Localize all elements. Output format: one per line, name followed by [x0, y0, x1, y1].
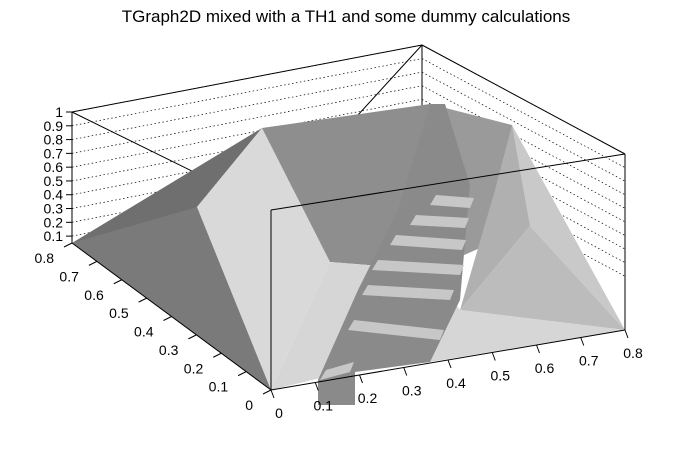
stair-tread	[362, 285, 454, 300]
z-gridline-right	[421, 99, 626, 209]
x-tick-mark	[624, 329, 629, 339]
y-tick-label: 0.8	[35, 250, 55, 266]
z-gridline-right	[421, 166, 626, 277]
x-tick-mark	[447, 359, 452, 369]
z-gridline-right	[421, 71, 626, 182]
stair-tread	[348, 320, 444, 340]
y-tick-mark	[213, 352, 222, 358]
y-tick-label: 0.1	[209, 379, 229, 395]
x-tick-mark	[491, 352, 496, 361]
x-tick-label: 0	[275, 405, 283, 421]
x-tick-label: 0.8	[623, 345, 643, 361]
x-tick-label: 0.2	[358, 390, 378, 406]
surface-face-pyramid-front	[460, 226, 625, 330]
x-tick-mark	[314, 382, 319, 391]
x-tick-label: 0.6	[535, 360, 555, 376]
z-gridline-left	[71, 85, 423, 154]
z-gridline-right	[421, 126, 626, 236]
z-gridline-right	[421, 139, 626, 250]
x-tick-label: 0.7	[579, 353, 599, 369]
x-tick-label: 0.1	[314, 398, 334, 414]
y-tick-label: 0.7	[59, 268, 79, 284]
surface-face-back-plateau	[262, 104, 430, 270]
surface-face-left-mid	[72, 207, 271, 390]
staircase-steps	[320, 195, 474, 380]
y-tick-label: 0.4	[134, 324, 154, 340]
surface-face-center-light	[197, 128, 330, 390]
x-tick-label: 0.5	[491, 368, 511, 384]
z-gridline-right	[421, 44, 626, 155]
z-gridline-right	[421, 85, 626, 196]
y-tick-label: 0.6	[84, 287, 104, 303]
y-axis-ticks: 0 0.1 0.2 0.3 0.4 0.5 0.6 0.70.8	[35, 242, 272, 413]
surface-face-pyramid-left	[460, 125, 530, 310]
x-tick-label: 0.3	[402, 383, 422, 399]
z-tick-label: 0.4	[44, 187, 64, 203]
y-tick-label: 0.3	[159, 342, 179, 358]
z-tick-label: 0.8	[44, 132, 64, 148]
x-tick-label: 0.4	[446, 375, 466, 391]
stair-tread	[430, 195, 474, 208]
z-gridline-right	[421, 112, 626, 223]
z-tick-label: 0.6	[44, 159, 64, 175]
z-tick-label: 0.3	[44, 201, 64, 217]
z-gridline-left	[71, 71, 423, 140]
stair-tread	[320, 362, 354, 380]
y-tick-mark	[262, 389, 272, 395]
y-tick-label: 0.5	[109, 305, 129, 321]
stair-tread	[410, 215, 469, 228]
x-tick-mark	[536, 344, 540, 354]
z-gridline-left	[71, 58, 423, 127]
stair-tread	[372, 260, 464, 275]
y-tick-label: 0	[245, 397, 253, 413]
z-tick-label: 0.1	[44, 228, 64, 244]
x-tick-mark	[359, 374, 363, 384]
y-tick-mark	[163, 316, 172, 321]
y-tick-mark	[188, 334, 197, 340]
surface-face-pyramid-right	[512, 125, 625, 330]
z-gridline-right	[421, 153, 626, 263]
z-gridline-right	[421, 58, 626, 168]
z-tick-label: 0.7	[44, 145, 64, 161]
y-tick-mark	[138, 297, 147, 303]
z-tick-label: 0.9	[44, 118, 64, 134]
x-tick-mark	[580, 337, 585, 346]
surface	[72, 104, 625, 405]
z-tick-label: 1	[55, 104, 63, 120]
z-tick-label: 0.5	[44, 173, 64, 189]
chart-title: TGraph2D mixed with a TH1 and some dummy…	[122, 7, 570, 26]
y-tick-mark	[63, 242, 73, 248]
y-tick-label: 0.2	[184, 360, 204, 376]
x-tick-mark	[403, 367, 408, 376]
z-gridline-left	[71, 44, 423, 113]
x-axis-ticks: 0 0.1 0.2 0.3 0.4 0.5 0.6 0.7 0.8	[270, 329, 643, 421]
y-tick-mark	[113, 279, 122, 285]
z-gridline-left	[71, 98, 423, 168]
stair-tread	[390, 235, 466, 250]
z-tick-label: 0.2	[44, 214, 64, 230]
y-tick-mark	[88, 260, 98, 266]
y-tick-mark	[237, 371, 247, 377]
x-tick-mark	[270, 389, 275, 399]
z-axis-ticks: 0.10.20.30.40.50.60.70.80.91	[44, 104, 72, 244]
